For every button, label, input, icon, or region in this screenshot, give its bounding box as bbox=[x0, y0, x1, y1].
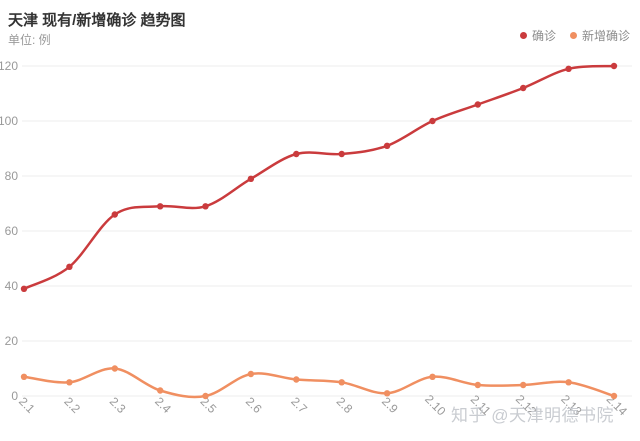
y-tick-label: 100 bbox=[0, 114, 18, 128]
x-tick-label: 2.6 bbox=[243, 394, 265, 416]
data-point[interactable] bbox=[610, 392, 618, 400]
legend: 确诊 新增确诊 bbox=[519, 27, 630, 44]
x-tick-label: 2.9 bbox=[379, 394, 401, 416]
data-point[interactable] bbox=[66, 263, 73, 270]
data-point[interactable] bbox=[247, 370, 255, 378]
data-point[interactable] bbox=[429, 117, 436, 125]
y-tick-label: 20 bbox=[5, 334, 19, 348]
series-path bbox=[22, 367, 616, 399]
grid-lines bbox=[22, 65, 632, 397]
watermark: 知乎 @天津明德书院 bbox=[451, 406, 614, 425]
data-point[interactable] bbox=[111, 211, 119, 218]
data-point[interactable] bbox=[66, 379, 73, 386]
data-point[interactable] bbox=[293, 376, 300, 383]
data-point[interactable] bbox=[383, 390, 391, 397]
y-axis-labels: 0 20 40 60 80 100 120 bbox=[0, 59, 18, 403]
x-tick-label: 2.1 bbox=[16, 394, 38, 416]
y-tick-label: 0 bbox=[11, 389, 18, 403]
chart-title: 天津 现有/新增确诊 趋势图 bbox=[8, 12, 186, 29]
y-tick-label: 80 bbox=[5, 169, 19, 183]
x-tick-label: 2.3 bbox=[107, 394, 129, 416]
data-point[interactable] bbox=[610, 62, 618, 70]
data-point[interactable] bbox=[111, 365, 119, 372]
y-tick-label: 60 bbox=[5, 224, 19, 238]
data-point[interactable] bbox=[429, 373, 436, 380]
y-tick-label: 120 bbox=[0, 59, 18, 73]
legend-dot-icon bbox=[519, 32, 527, 39]
data-point[interactable] bbox=[565, 65, 572, 73]
x-tick-label: 2.7 bbox=[288, 394, 310, 416]
data-point[interactable] bbox=[202, 392, 209, 400]
legend-item-1[interactable]: 新增确诊 bbox=[569, 27, 630, 44]
data-point[interactable] bbox=[338, 150, 345, 158]
data-point[interactable] bbox=[338, 379, 345, 386]
data-point[interactable] bbox=[383, 142, 391, 149]
data-point[interactable] bbox=[474, 101, 481, 108]
y-tick-label: 40 bbox=[5, 279, 19, 293]
data-point[interactable] bbox=[157, 387, 164, 394]
legend-dot-icon bbox=[569, 32, 577, 39]
legend-label: 确诊 bbox=[531, 29, 556, 43]
legend-item-0[interactable]: 确诊 bbox=[519, 27, 556, 44]
series-line-1 bbox=[20, 365, 618, 400]
x-tick-label: 2.8 bbox=[334, 394, 356, 416]
data-point[interactable] bbox=[20, 285, 28, 292]
series-line-0 bbox=[20, 62, 618, 292]
series-path bbox=[22, 64, 616, 290]
data-point[interactable] bbox=[293, 150, 300, 158]
data-point[interactable] bbox=[474, 381, 481, 389]
x-tick-label: 2.2 bbox=[61, 394, 83, 416]
data-point[interactable] bbox=[247, 175, 255, 182]
data-point[interactable] bbox=[520, 84, 527, 92]
data-point[interactable] bbox=[565, 379, 572, 386]
x-tick-label: 2.4 bbox=[152, 394, 174, 416]
data-point[interactable] bbox=[520, 381, 527, 389]
unit-label: 单位: 例 bbox=[8, 33, 51, 47]
data-point[interactable] bbox=[202, 203, 209, 210]
data-point[interactable] bbox=[157, 203, 164, 210]
legend-label: 新增确诊 bbox=[581, 29, 630, 43]
data-point[interactable] bbox=[20, 373, 28, 380]
